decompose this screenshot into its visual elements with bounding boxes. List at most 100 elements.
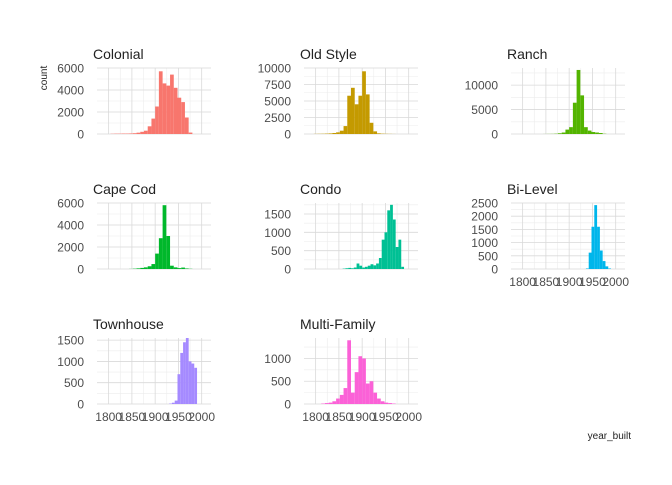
histogram-bar xyxy=(396,247,399,269)
histogram-bar xyxy=(155,107,159,135)
y-tick-label: 500 xyxy=(271,244,291,258)
y-tick-label: 500 xyxy=(478,249,498,263)
histogram-bar xyxy=(170,266,174,269)
y-tick-label: 0 xyxy=(284,128,291,142)
histogram-bar xyxy=(137,133,141,134)
y-tick-label: 0 xyxy=(491,128,498,142)
histogram-bar xyxy=(129,133,133,134)
y-tick-label: 0 xyxy=(284,398,291,412)
histogram-bar xyxy=(362,71,366,134)
histogram-bar xyxy=(175,401,178,404)
panel-title: Condo xyxy=(300,181,341,197)
histogram-bar xyxy=(163,205,167,269)
histogram-bar xyxy=(344,126,348,134)
y-tick-label: 6000 xyxy=(57,197,84,211)
y-tick-label: 4000 xyxy=(57,84,84,98)
histogram-bar xyxy=(340,395,344,404)
histogram-bar xyxy=(151,119,155,134)
histogram-bar xyxy=(371,264,374,269)
histogram-bar xyxy=(591,132,595,134)
y-tick-label: 1500 xyxy=(471,223,498,237)
histogram-bar xyxy=(377,399,381,404)
histogram-bar xyxy=(589,253,592,269)
histogram-bar xyxy=(370,381,374,404)
histogram-bar xyxy=(588,131,592,134)
y-tick-label: 0 xyxy=(491,263,498,277)
histogram-bar xyxy=(382,240,385,269)
y-tick-label: 10000 xyxy=(465,79,499,93)
histogram-bar xyxy=(177,374,180,404)
histogram-bar xyxy=(185,268,189,269)
y-tick-label: 1000 xyxy=(57,355,84,369)
y-tick-label: 2000 xyxy=(57,106,84,120)
histogram-bar xyxy=(586,268,589,269)
histogram-bar xyxy=(373,393,377,404)
histogram-bar xyxy=(151,264,155,269)
histogram-bar xyxy=(384,232,387,269)
histogram-bar xyxy=(170,75,174,134)
histogram-bar xyxy=(597,227,600,269)
histogram-bar xyxy=(584,127,588,134)
histogram-bar xyxy=(379,258,382,269)
y-tick-label: 7500 xyxy=(264,78,291,92)
y-tick-label: 0 xyxy=(77,398,84,412)
histogram-bar xyxy=(388,403,392,404)
histogram-bar xyxy=(605,266,608,269)
histogram-bar xyxy=(191,364,194,404)
y-tick-label: 4000 xyxy=(57,219,84,233)
histogram-bar xyxy=(368,266,371,269)
y-tick-label: 2000 xyxy=(471,210,498,224)
histogram-bar xyxy=(177,268,181,269)
y-tick-label: 2500 xyxy=(471,197,498,211)
histogram-bar xyxy=(140,132,144,134)
histogram-bar xyxy=(377,133,381,134)
histogram-bar xyxy=(366,94,370,134)
histogram-bar xyxy=(370,123,374,134)
histogram-bar xyxy=(159,71,163,134)
histogram-bar xyxy=(344,388,348,404)
histogram-bar xyxy=(603,261,606,269)
histogram-bar xyxy=(332,401,336,404)
y-tick-label: 1000 xyxy=(264,352,291,366)
histogram-bar xyxy=(362,268,365,269)
histogram-bar xyxy=(580,95,584,134)
histogram-bar xyxy=(393,220,396,270)
histogram-bar xyxy=(144,267,148,269)
y-tick-label: 2000 xyxy=(57,241,84,255)
histogram-bar xyxy=(573,103,577,134)
histogram-bar xyxy=(186,338,189,404)
y-tick-label: 1000 xyxy=(471,236,498,250)
histogram-bar xyxy=(340,131,344,134)
histogram-bar xyxy=(174,267,178,269)
panel-title: Bi-Level xyxy=(507,181,558,197)
y-tick-label: 5000 xyxy=(471,103,498,117)
histogram-bar xyxy=(594,205,597,269)
histogram-bar xyxy=(562,133,566,134)
histogram-bar xyxy=(354,268,357,269)
y-tick-label: 2500 xyxy=(264,111,291,125)
histogram-bar xyxy=(181,268,185,269)
histogram-bar xyxy=(390,205,393,269)
panel-townhouse: Townhouse0500100015001800185019001950200… xyxy=(57,316,215,424)
panel-title: Old Style xyxy=(300,46,357,62)
histogram-bar xyxy=(565,130,569,134)
panel-title: Townhouse xyxy=(93,316,164,332)
histogram-bar xyxy=(348,268,351,269)
histogram-bar xyxy=(194,368,197,404)
histogram-bar xyxy=(355,372,359,404)
histogram-bar xyxy=(155,254,159,269)
histogram-bar xyxy=(577,70,581,134)
histogram-bar xyxy=(189,361,192,404)
y-tick-label: 5000 xyxy=(264,95,291,109)
y-tick-label: 1500 xyxy=(57,334,84,348)
panel-title: Cape Cod xyxy=(93,181,156,197)
y-axis-label: count xyxy=(39,66,50,91)
x-axis-label: year_built xyxy=(588,431,632,442)
histogram-bar xyxy=(177,98,181,134)
histogram-bar xyxy=(166,236,170,269)
histogram-bar xyxy=(347,96,351,134)
